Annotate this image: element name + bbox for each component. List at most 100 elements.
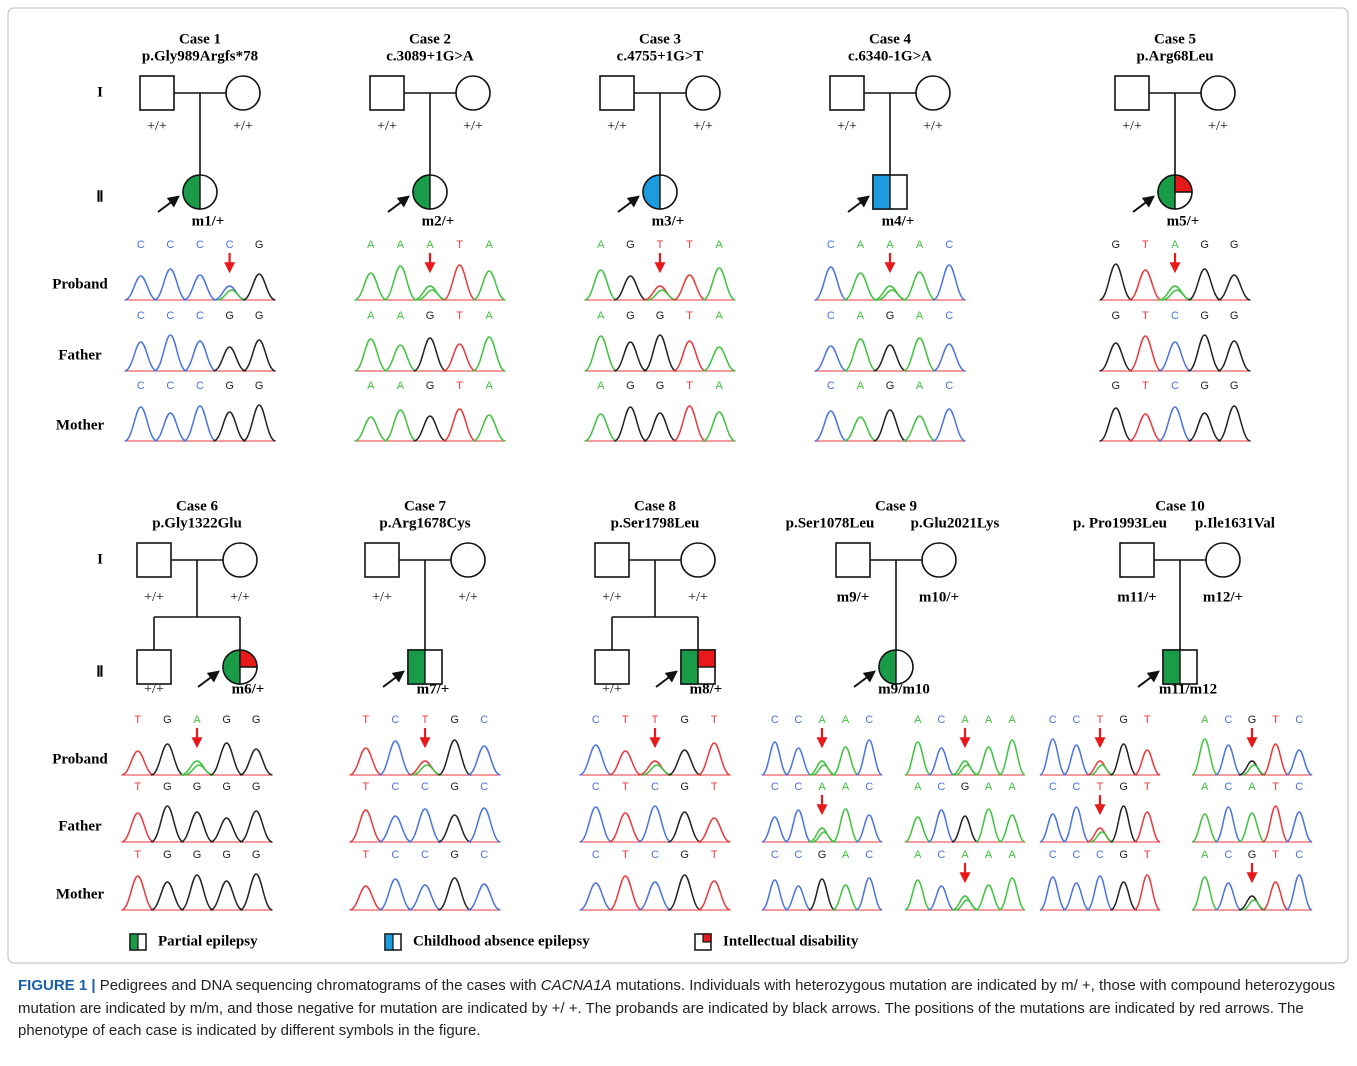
genotype: m9/m10 (878, 681, 930, 697)
pedigree-female (1201, 76, 1235, 110)
chromatogram-peak (379, 741, 412, 775)
base-call: A (914, 781, 922, 793)
genotype: +/+ (837, 119, 857, 134)
chromatogram-peak (580, 883, 613, 910)
base-call: A (1201, 849, 1209, 861)
genotype: +/+ (1208, 119, 1228, 134)
genotype: m11/m12 (1159, 681, 1217, 697)
proband-arrow (158, 197, 178, 212)
chromatogram-peak (473, 337, 506, 371)
chromatogram-peak (213, 347, 246, 371)
case-title: Case 9 (875, 498, 917, 514)
pedigree-female (451, 543, 485, 577)
chromatogram-peak (785, 748, 811, 775)
base-call: C (421, 849, 429, 861)
base-call: T (657, 239, 664, 251)
chromatogram-peak (213, 412, 246, 441)
chromatogram-peak (785, 810, 811, 842)
chromatogram-peak (350, 886, 383, 910)
chromatogram-peak (122, 876, 155, 910)
pedigree-male (830, 76, 864, 110)
pedigree-male (1115, 76, 1149, 110)
chromatogram-peak (609, 813, 642, 842)
pedigree-female (922, 543, 956, 577)
base-call: G (1230, 380, 1239, 392)
base-call: A (367, 380, 375, 392)
base-call: T (1142, 380, 1149, 392)
base-call: C (391, 714, 399, 726)
case-title: Case 4 (869, 31, 912, 47)
genotype: +/+ (693, 119, 713, 134)
case-title: Case 3 (639, 31, 681, 47)
base-call: T (711, 849, 718, 861)
chromatogram-peak (1111, 882, 1137, 910)
base-call: C (480, 714, 488, 726)
base-call: C (137, 380, 145, 392)
base-call: C (1295, 781, 1303, 793)
chromatogram-peak (999, 815, 1025, 842)
genotype: m5/+ (1167, 213, 1200, 229)
base-call: A (486, 310, 494, 322)
base-call: A (716, 239, 724, 251)
base-call: A (486, 380, 494, 392)
chromatogram-peak (639, 806, 672, 842)
genotype: m10/+ (919, 589, 959, 605)
base-call: A (597, 310, 605, 322)
case-title: Case 7 (404, 498, 447, 514)
chromatogram-peak (473, 271, 506, 300)
genotype: +/+ (233, 119, 253, 134)
chromatogram-peak (1192, 739, 1218, 775)
chromatogram-peak (154, 413, 187, 441)
base-call: G (1248, 714, 1257, 726)
genotype: m8/+ (690, 681, 723, 697)
proband-arrow (1138, 672, 1158, 687)
base-call: A (818, 714, 826, 726)
trace-label: Father (58, 818, 102, 834)
chromatogram-peak (844, 417, 877, 441)
base-call: T (686, 380, 693, 392)
chromatogram-peak (1218, 275, 1251, 300)
chromatogram-peak (644, 413, 677, 441)
mutation: p.Arg68Leu (1136, 48, 1213, 64)
mutation: c.6340-1G>A (848, 48, 932, 64)
chromatogram-peak (856, 878, 882, 910)
chromatogram-peak (1134, 812, 1160, 842)
base-call: T (711, 714, 718, 726)
phenotype-fill (681, 650, 698, 684)
chromatogram-peak (856, 815, 882, 842)
chromatogram-peak (673, 275, 706, 300)
base-call: C (1096, 849, 1104, 861)
chromatogram-peak (999, 878, 1025, 910)
base-call: C (391, 781, 399, 793)
chromatogram-peak (409, 809, 442, 842)
chromatogram-peak (833, 747, 859, 775)
base-call: C (1072, 781, 1080, 793)
phenotype-fill (698, 650, 715, 667)
pedigree-male (370, 76, 404, 110)
base-call: G (1119, 714, 1128, 726)
phenotype-fill (879, 650, 896, 684)
base-call: T (422, 714, 429, 726)
chromatogram-peak (122, 751, 155, 775)
chromatogram-peak (1040, 739, 1066, 775)
base-call: T (362, 781, 369, 793)
chromatogram-peak (1040, 814, 1066, 842)
base-call: G (818, 849, 827, 861)
legend-symbol (703, 934, 711, 942)
base-call: G (193, 849, 202, 861)
chromatogram-peak (844, 273, 877, 300)
chromatogram-peak (1100, 408, 1133, 441)
base-call: T (622, 781, 629, 793)
mutation: p.Glu2021Lys (911, 515, 1000, 531)
chromatogram-peak (125, 407, 158, 441)
base-call: C (1224, 781, 1232, 793)
chromatogram-peak (1100, 343, 1133, 371)
mutation: p.Gly1322Glu (152, 515, 242, 531)
chromatogram-peak (1263, 744, 1289, 775)
base-call: T (686, 239, 693, 251)
base-call: A (367, 239, 375, 251)
figure-border (8, 8, 1348, 963)
chromatogram-peak (844, 339, 877, 371)
chromatogram-peak (1215, 807, 1241, 842)
base-call: A (397, 310, 405, 322)
